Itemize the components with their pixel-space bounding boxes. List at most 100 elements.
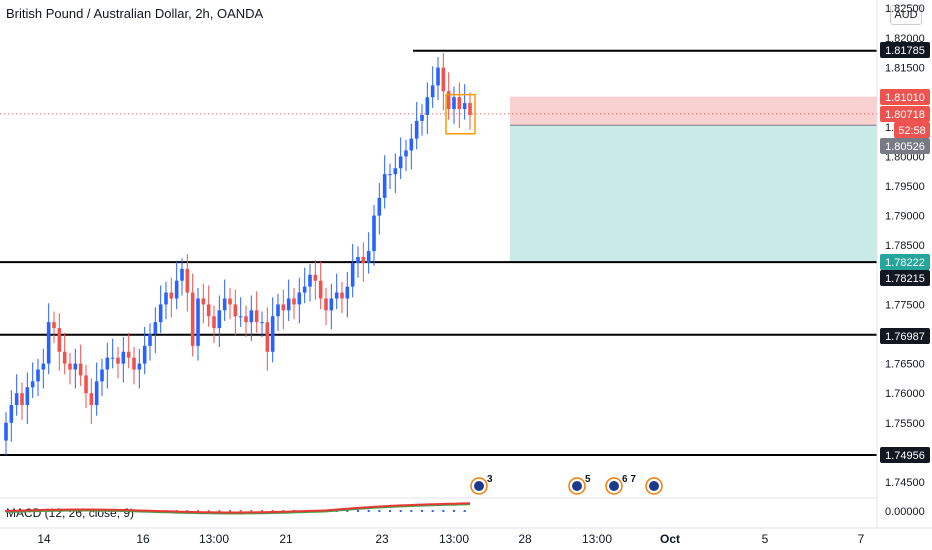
event-markers: 3 5 6 7 (470, 474, 663, 495)
macd-histogram-bar (399, 510, 402, 512)
candle (302, 286, 307, 293)
candle (94, 381, 99, 406)
candle (73, 363, 78, 370)
candle (62, 351, 67, 364)
y-tick-label: 1.74500 (885, 477, 925, 489)
time-axis-label: 13:00 (582, 532, 612, 546)
macd-histogram-bar (378, 510, 381, 512)
candle (228, 298, 232, 305)
highlight-box (445, 93, 476, 135)
candle (462, 103, 467, 110)
price-badge-label: 1.81785 (885, 45, 925, 57)
candle (452, 97, 456, 110)
candle (20, 393, 24, 406)
candle (142, 345, 147, 364)
price-badge (880, 89, 930, 105)
candle (212, 316, 216, 329)
macd-histogram-bar (346, 510, 349, 512)
macd-tick-label: 0.00000 (885, 506, 925, 518)
time-axis-label: 7 (858, 532, 865, 546)
price-axis: 1.820001.815001.810001.805001.800001.795… (876, 0, 930, 528)
price-badge-label: 1.80718 (885, 109, 925, 121)
time-axis-label: 28 (518, 532, 532, 546)
candle (57, 328, 62, 352)
y-tick-label: 1.79000 (885, 211, 925, 223)
time-axis-label: 23 (375, 532, 389, 546)
y-tick-label: 1.76000 (885, 388, 925, 400)
candle (68, 363, 72, 370)
time-axis-label: 21 (279, 532, 293, 546)
candle (4, 422, 8, 441)
price-badge-label: 1.81010 (885, 92, 925, 104)
candle (9, 405, 14, 423)
candle (89, 393, 94, 406)
macd-histogram-bar (421, 510, 423, 512)
candle (457, 97, 462, 110)
y-tick-label: 1.79500 (885, 181, 925, 193)
macd-histogram-bar (239, 510, 242, 512)
time-axis-label: Oct (660, 532, 680, 546)
candle (260, 322, 264, 324)
candle (254, 310, 259, 323)
candle (180, 268, 184, 281)
candle (233, 304, 238, 317)
stop-loss-zone[interactable] (510, 96, 877, 126)
time-axis-label: 16 (136, 532, 150, 546)
macd-histogram-bar (218, 510, 221, 512)
candle (377, 197, 382, 216)
candle (217, 310, 222, 329)
time-axis: 14 16 13:00 21 23 13:00 28 13:00 Oct 5 7 (0, 527, 932, 546)
candle (393, 168, 398, 175)
macd-histogram-bar (197, 510, 199, 512)
candle (238, 316, 243, 318)
currency-selector[interactable]: AUD (890, 5, 922, 25)
candle (388, 174, 392, 176)
candle (196, 298, 200, 346)
candle (350, 262, 355, 287)
candle (100, 369, 104, 382)
time-axis-label: 13:00 (199, 532, 229, 546)
candle (206, 304, 211, 317)
candle (324, 298, 328, 311)
price-badge (880, 42, 930, 58)
candle (158, 304, 163, 323)
candle (436, 67, 440, 86)
candle (286, 298, 291, 311)
candle (345, 286, 350, 299)
candle (425, 97, 430, 115)
candle (121, 351, 126, 364)
candle (105, 357, 110, 370)
event-count: 3 (487, 474, 493, 485)
price-badge (880, 106, 930, 122)
candle (185, 268, 190, 293)
macd-histogram-bar (250, 510, 253, 512)
position-zones (0, 96, 877, 262)
candle (398, 156, 403, 169)
candle (25, 387, 30, 406)
candle (270, 316, 275, 352)
macd-histogram-bar (207, 510, 210, 512)
price-badge-label: 52:58 (898, 125, 926, 137)
price-badge-label: 1.74956 (885, 450, 925, 462)
candle (340, 292, 344, 299)
candle (276, 304, 280, 317)
candle (414, 120, 419, 139)
price-badge (880, 447, 930, 463)
flag-icon (572, 481, 582, 491)
macd-histogram-bar (463, 510, 466, 512)
candle (361, 257, 366, 263)
candle (468, 103, 472, 115)
macd-histogram-bar (261, 510, 263, 512)
candle (297, 292, 302, 305)
candle (137, 363, 142, 370)
event-count: 6 7 (622, 474, 636, 485)
price-badge-label: 1.80526 (885, 141, 925, 153)
candle (148, 334, 152, 346)
take-profit-zone[interactable] (510, 125, 877, 262)
candle (244, 316, 248, 323)
candle (318, 280, 323, 299)
candle (78, 363, 83, 376)
candle (46, 322, 51, 364)
candle (116, 357, 120, 364)
